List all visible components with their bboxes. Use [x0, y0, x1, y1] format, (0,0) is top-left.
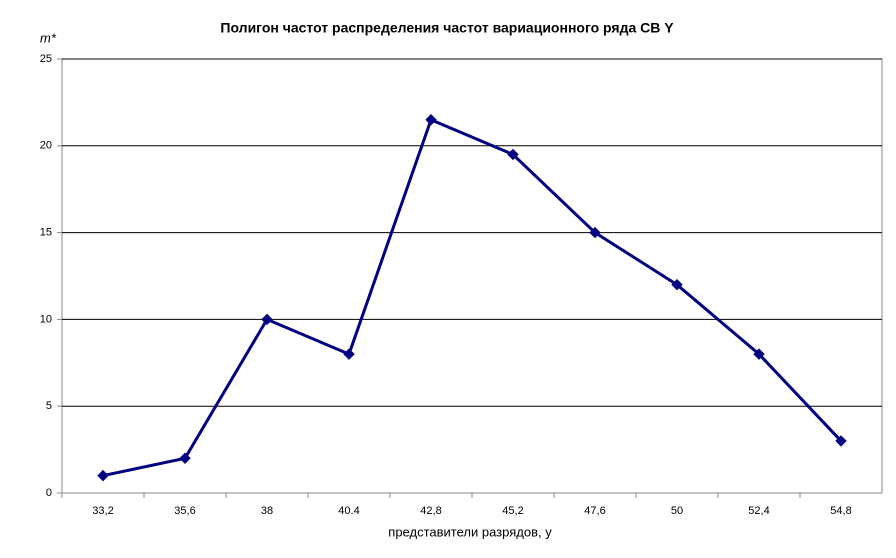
data-marker: [589, 226, 601, 239]
data-marker: [425, 114, 437, 126]
y-tick-label: 5: [46, 400, 52, 412]
x-tick-label: 54,8: [830, 505, 851, 517]
y-tick-label: 10: [40, 313, 52, 325]
data-line: [102, 117, 843, 478]
data-marker: [343, 348, 355, 360]
y-tick-label: 25: [40, 53, 52, 65]
data-marker: [261, 313, 273, 326]
data-marker: [507, 148, 519, 161]
y-axis-title: m*: [40, 30, 57, 45]
x-tick-label: 42,8: [420, 505, 441, 517]
data-marker: [671, 278, 683, 291]
x-tick-label: 52,4: [748, 505, 769, 517]
data-marker: [179, 452, 191, 464]
y-tick-label: 0: [46, 487, 52, 499]
data-marker: [835, 435, 847, 447]
x-tick-label: 45,2: [502, 505, 523, 517]
x-tick-label: 38: [261, 505, 273, 517]
x-axis-title: представители разрядов, y: [388, 524, 552, 539]
x-tick-label: 33,2: [92, 505, 113, 517]
y-tick-label: 20: [40, 140, 52, 152]
data-marker: [97, 469, 109, 482]
x-tick-label: 50: [671, 505, 683, 517]
y-tick-label: 15: [40, 227, 52, 239]
x-tick-label: 47,6: [584, 505, 605, 517]
data-marker: [753, 348, 765, 360]
x-tick-label: 40.4: [338, 505, 359, 517]
x-tick-label: 35,6: [174, 505, 195, 517]
chart-title: Полигон частот распределения частот вари…: [220, 20, 674, 36]
